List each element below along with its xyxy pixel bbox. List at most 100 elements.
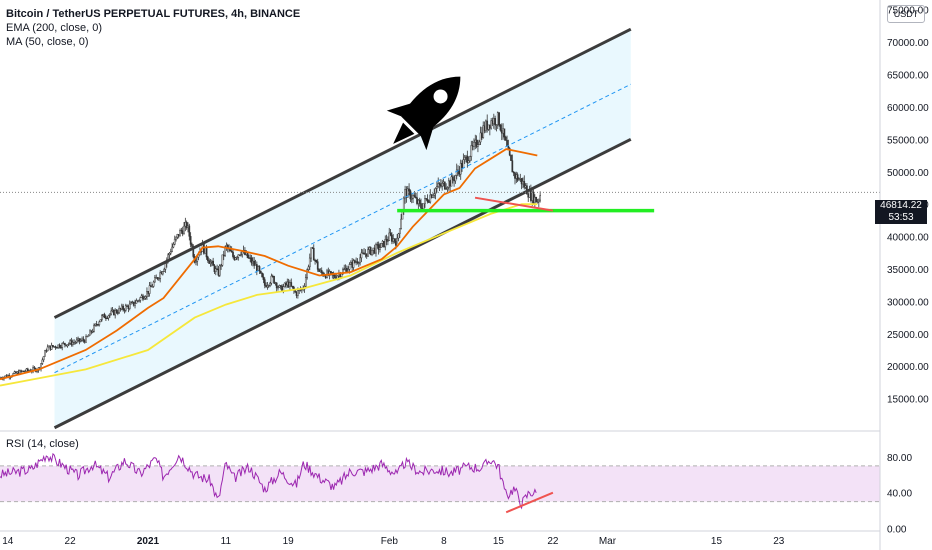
candle-body xyxy=(114,310,117,316)
candle-body xyxy=(417,199,420,204)
candle-body xyxy=(536,201,539,203)
currency-button[interactable]: USDT xyxy=(887,5,925,23)
candle-body xyxy=(148,285,151,294)
candle-body xyxy=(511,160,514,173)
candle-body xyxy=(120,305,123,310)
candle-body xyxy=(161,271,164,275)
candle-body xyxy=(105,317,107,319)
candle-body xyxy=(539,195,541,201)
candle-body xyxy=(520,178,523,185)
candle-body xyxy=(412,195,414,199)
candle-body xyxy=(171,246,173,252)
candle-body xyxy=(132,301,135,306)
rsi-pane[interactable] xyxy=(0,452,880,514)
candle-body xyxy=(447,180,450,188)
candle-body xyxy=(394,240,397,246)
candle-body xyxy=(413,195,416,198)
candle-body xyxy=(111,309,114,312)
candle-body xyxy=(498,112,500,126)
candle-body xyxy=(213,265,216,272)
rsi-axis[interactable]: 0.00 40.00 80.00 xyxy=(887,453,912,535)
countdown-value: 53:53 xyxy=(888,212,914,223)
candle-body xyxy=(118,307,121,314)
candle-body xyxy=(89,330,91,336)
price-tick-label: 60000.00 xyxy=(887,103,929,114)
rsi-tick-label: 80.00 xyxy=(887,453,912,464)
candle-body xyxy=(195,261,197,263)
time-tick-label: 22 xyxy=(65,536,77,547)
candle-body xyxy=(48,345,50,348)
last-price-tag: 46814.22 53:53 xyxy=(875,200,927,224)
candle-body xyxy=(348,264,351,270)
candle-body xyxy=(522,181,524,185)
candle-body xyxy=(65,344,68,347)
candle-body xyxy=(26,368,29,371)
candle-body xyxy=(449,180,451,187)
channel-midline xyxy=(54,83,632,374)
candle-body xyxy=(368,247,371,250)
candle-body xyxy=(297,290,299,296)
price-tick-label: 25000.00 xyxy=(887,330,929,341)
price-divergence-line xyxy=(474,196,554,212)
ma-50-line xyxy=(0,203,538,387)
candle-body xyxy=(446,187,449,189)
candle-body xyxy=(115,310,118,313)
time-axis[interactable]: 14 22 2021 11 19 Feb 8 15 22 Mar 15 23 xyxy=(2,536,785,547)
candle-body xyxy=(375,244,377,254)
candle-body xyxy=(518,179,520,181)
candle-body xyxy=(44,350,46,357)
candle-body xyxy=(263,279,266,286)
candle-body xyxy=(430,194,433,198)
candle-body xyxy=(379,247,381,250)
candle-body xyxy=(250,257,253,264)
candle-body xyxy=(387,240,389,242)
price-tick-label: 40000.00 xyxy=(887,233,929,244)
price-tick-label: 65000.00 xyxy=(887,71,929,82)
candle-body xyxy=(189,236,192,245)
candle-body xyxy=(124,305,127,311)
candle-body xyxy=(441,182,444,187)
candle-body xyxy=(266,285,269,288)
price-tick-label: 50000.00 xyxy=(887,168,929,179)
candle-body xyxy=(130,302,132,305)
time-tick-label: 8 xyxy=(441,536,447,547)
candle-body xyxy=(136,300,139,302)
candle-body xyxy=(291,285,294,288)
candle-body xyxy=(101,315,103,320)
candle-body xyxy=(402,197,405,211)
candle-body xyxy=(531,191,534,201)
price-pane[interactable] xyxy=(0,27,880,430)
candle-body xyxy=(397,233,400,239)
candle-body xyxy=(426,199,429,203)
candle-body xyxy=(147,291,150,294)
candle-body xyxy=(524,185,527,188)
symbol-title: Bitcoin / TetherUS PERPETUAL FUTURES, 4h… xyxy=(6,8,301,20)
candle-body xyxy=(361,252,364,254)
candle-body xyxy=(462,159,465,168)
candle-body xyxy=(487,124,490,130)
candle-body xyxy=(385,239,388,242)
candle-body xyxy=(283,282,286,287)
candle-body xyxy=(191,244,193,247)
candle-body xyxy=(391,234,393,242)
candle-body xyxy=(230,250,233,253)
candle-body xyxy=(207,256,209,261)
candle-body xyxy=(369,247,372,255)
candle-body xyxy=(463,157,466,160)
candle-body xyxy=(180,229,183,232)
candle-body xyxy=(69,340,72,344)
candle-body xyxy=(42,356,45,361)
candle-body xyxy=(252,260,254,264)
candle-body xyxy=(22,370,25,372)
ma-legend: MA (50, close, 0) xyxy=(6,36,89,48)
candle-body xyxy=(94,323,97,326)
candle-body xyxy=(192,246,195,257)
candle-body xyxy=(406,188,409,198)
ema-legend: EMA (200, close, 0) xyxy=(6,22,102,34)
candle-body xyxy=(469,156,471,161)
candle-body xyxy=(57,344,60,348)
candle-body xyxy=(295,291,298,296)
candle-body xyxy=(357,262,360,264)
candle-body xyxy=(73,341,75,344)
